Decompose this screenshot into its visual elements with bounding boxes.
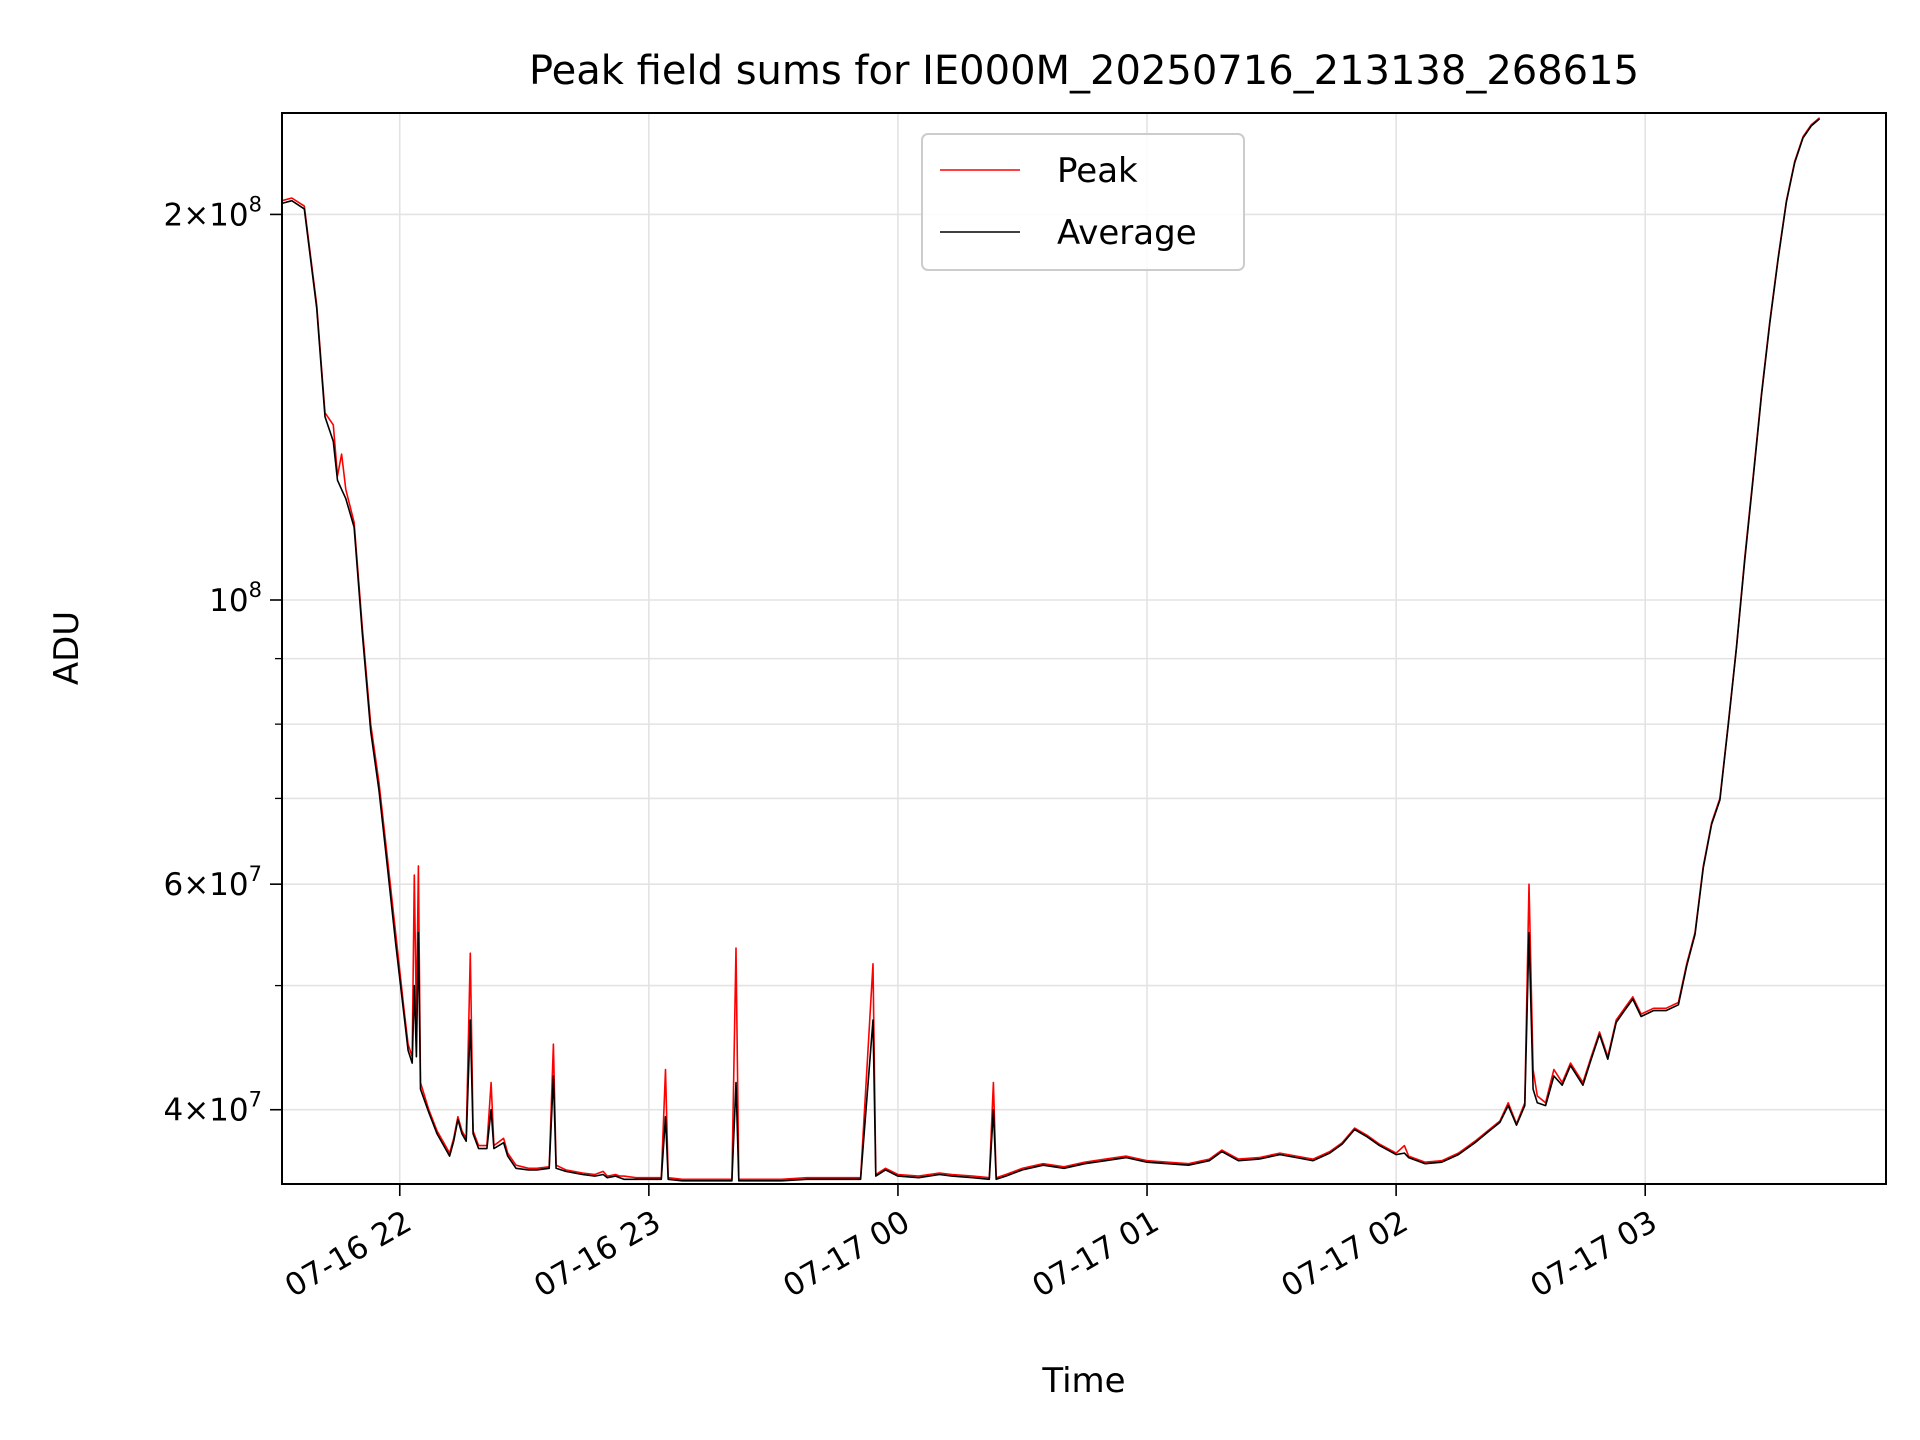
y-tick-label: 6×107 xyxy=(163,862,262,903)
y-tick-label-exponent: 8 xyxy=(249,578,262,602)
legend-label-average: Average xyxy=(1057,213,1197,253)
y-tick-label-base: 6×10 xyxy=(163,867,248,903)
y-axis-label: ADU xyxy=(47,611,87,685)
y-tick-label: 108 xyxy=(209,578,262,619)
legend-label-peak: Peak xyxy=(1057,151,1138,191)
y-tick-label-base: 10 xyxy=(209,583,248,619)
chart-title: Peak field sums for IE000M_20250716_2131… xyxy=(529,48,1639,94)
y-tick-label-base: 4×10 xyxy=(163,1093,248,1129)
y-tick-label-exponent: 8 xyxy=(249,192,262,216)
y-tick-label: 4×107 xyxy=(163,1088,262,1129)
x-axis-label: Time xyxy=(1041,1361,1125,1401)
plot-lines xyxy=(281,117,1821,1182)
y-tick-label-base: 2×10 xyxy=(163,197,248,233)
legend: Peak Average xyxy=(921,133,1245,271)
y-tick-label: 2×108 xyxy=(163,192,262,233)
legend-box xyxy=(921,133,1245,271)
y-tick-label-exponent: 7 xyxy=(249,862,262,886)
y-tick-label-exponent: 7 xyxy=(249,1088,262,1112)
series-line-average xyxy=(281,118,1821,1182)
plot-frame xyxy=(281,112,1887,1185)
